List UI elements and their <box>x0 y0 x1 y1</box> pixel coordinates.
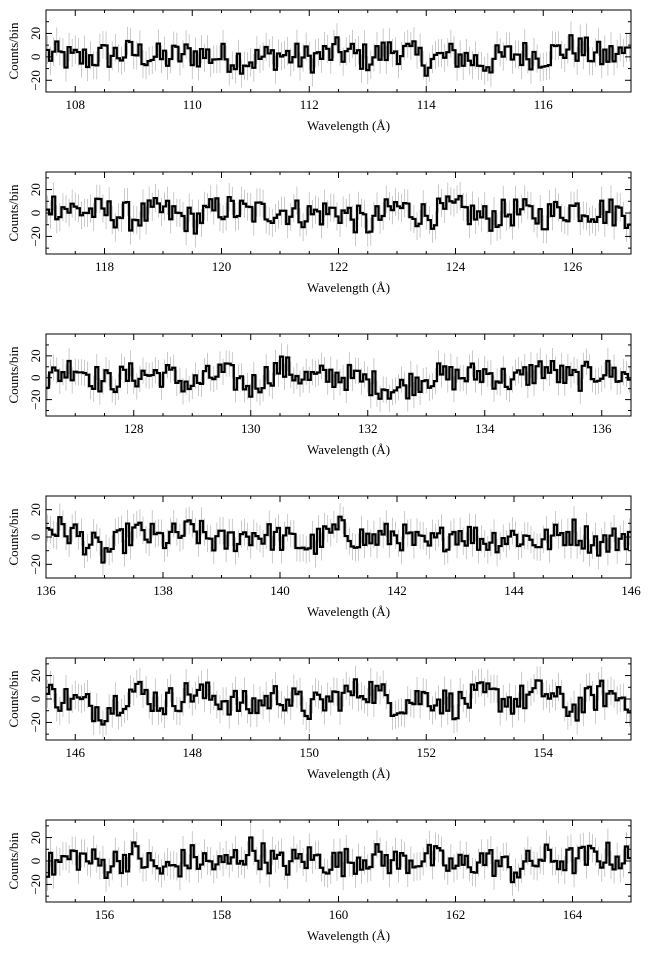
y-axis-label: Counts/bin <box>6 22 21 80</box>
x-tick-label: 128 <box>124 421 144 436</box>
panel-3: 128 130 132 134 136 −20 0 20 Wavelength (Å) Count… <box>6 333 632 457</box>
x-tick-label: 148 <box>183 745 203 760</box>
y-axis-label: Counts/bin <box>6 184 21 242</box>
x-tick-label: 156 <box>95 907 115 922</box>
x-axis-label: Wavelength (Å) <box>307 118 390 133</box>
panel-2: 118 120 122 124 126 −20 0 20 Wavelength (Å) Count… <box>6 171 632 295</box>
series-line <box>46 836 631 884</box>
y-tick-label: 20 <box>28 349 43 362</box>
series-line <box>46 515 631 564</box>
y-tick-label: −20 <box>28 389 43 409</box>
y-tick-label: 0 <box>28 696 43 703</box>
y-tick-label: 20 <box>28 503 43 516</box>
y-tick-label: −20 <box>28 70 43 90</box>
x-tick-label: 160 <box>329 907 349 922</box>
x-axis-label: Wavelength (Å) <box>307 280 390 295</box>
x-tick-label: 112 <box>300 97 319 112</box>
y-tick-label: 0 <box>28 534 43 541</box>
x-tick-label: 136 <box>592 421 612 436</box>
panel-4: 136 138 140 142 144 146 −20 0 20 Wavelength (Å) Co… <box>6 495 641 619</box>
y-axis-label: Counts/bin <box>6 346 21 404</box>
x-tick-label: 122 <box>329 259 349 274</box>
x-tick-label: 142 <box>387 583 407 598</box>
x-tick-label: 114 <box>417 97 437 112</box>
panel-5: 146 148 150 152 154 −20 0 20 Wavelength (Å) Count… <box>6 657 632 781</box>
y-tick-label: 20 <box>28 183 43 196</box>
x-axis-label: Wavelength (Å) <box>307 604 390 619</box>
series-line <box>46 194 631 235</box>
x-tick-label: 150 <box>300 745 320 760</box>
x-tick-label: 136 <box>36 583 56 598</box>
y-tick-label: 0 <box>28 858 43 865</box>
y-tick-label: −20 <box>28 226 43 246</box>
x-tick-label: 132 <box>358 421 378 436</box>
y-axis-label: Counts/bin <box>6 508 21 566</box>
x-axis-label: Wavelength (Å) <box>307 928 390 943</box>
x-axis-label: Wavelength (Å) <box>307 442 390 457</box>
series-line <box>46 34 631 77</box>
y-tick-label: −20 <box>28 554 43 574</box>
x-tick-label: 126 <box>563 259 583 274</box>
panel-1: 108 110 112 114 116 −20 0 20 Wavelength (Å) Count… <box>6 9 632 133</box>
x-tick-label: 120 <box>212 259 232 274</box>
panel-6: 156 158 160 162 164 −20 0 20 Wavelength (Å) Count… <box>6 819 632 943</box>
y-axis-label: Counts/bin <box>6 832 21 890</box>
x-tick-label: 124 <box>446 259 466 274</box>
y-tick-label: 0 <box>28 54 43 61</box>
y-tick-label: 20 <box>28 831 43 844</box>
series-line <box>46 678 631 726</box>
x-tick-label: 154 <box>534 745 554 760</box>
x-tick-label: 158 <box>212 907 232 922</box>
y-tick-label: −20 <box>28 712 43 732</box>
y-tick-label: 0 <box>28 210 43 217</box>
x-tick-label: 146 <box>621 583 641 598</box>
x-tick-label: 110 <box>183 97 202 112</box>
y-axis-label: Counts/bin <box>6 670 21 728</box>
x-tick-label: 108 <box>66 97 86 112</box>
x-tick-label: 164 <box>563 907 583 922</box>
series-line <box>46 355 631 400</box>
x-tick-label: 138 <box>153 583 173 598</box>
x-tick-label: 118 <box>95 259 114 274</box>
x-tick-label: 140 <box>270 583 290 598</box>
y-tick-label: −20 <box>28 874 43 894</box>
x-tick-label: 130 <box>241 421 261 436</box>
x-tick-label: 144 <box>504 583 524 598</box>
x-axis-label: Wavelength (Å) <box>307 766 390 781</box>
y-tick-label: 20 <box>28 669 43 682</box>
x-tick-label: 146 <box>66 745 86 760</box>
y-tick-label: 20 <box>28 27 43 40</box>
y-tick-label: 0 <box>28 374 43 381</box>
x-tick-label: 152 <box>417 745 437 760</box>
x-tick-label: 162 <box>446 907 466 922</box>
x-tick-label: 134 <box>475 421 495 436</box>
x-tick-label: 116 <box>534 97 554 112</box>
